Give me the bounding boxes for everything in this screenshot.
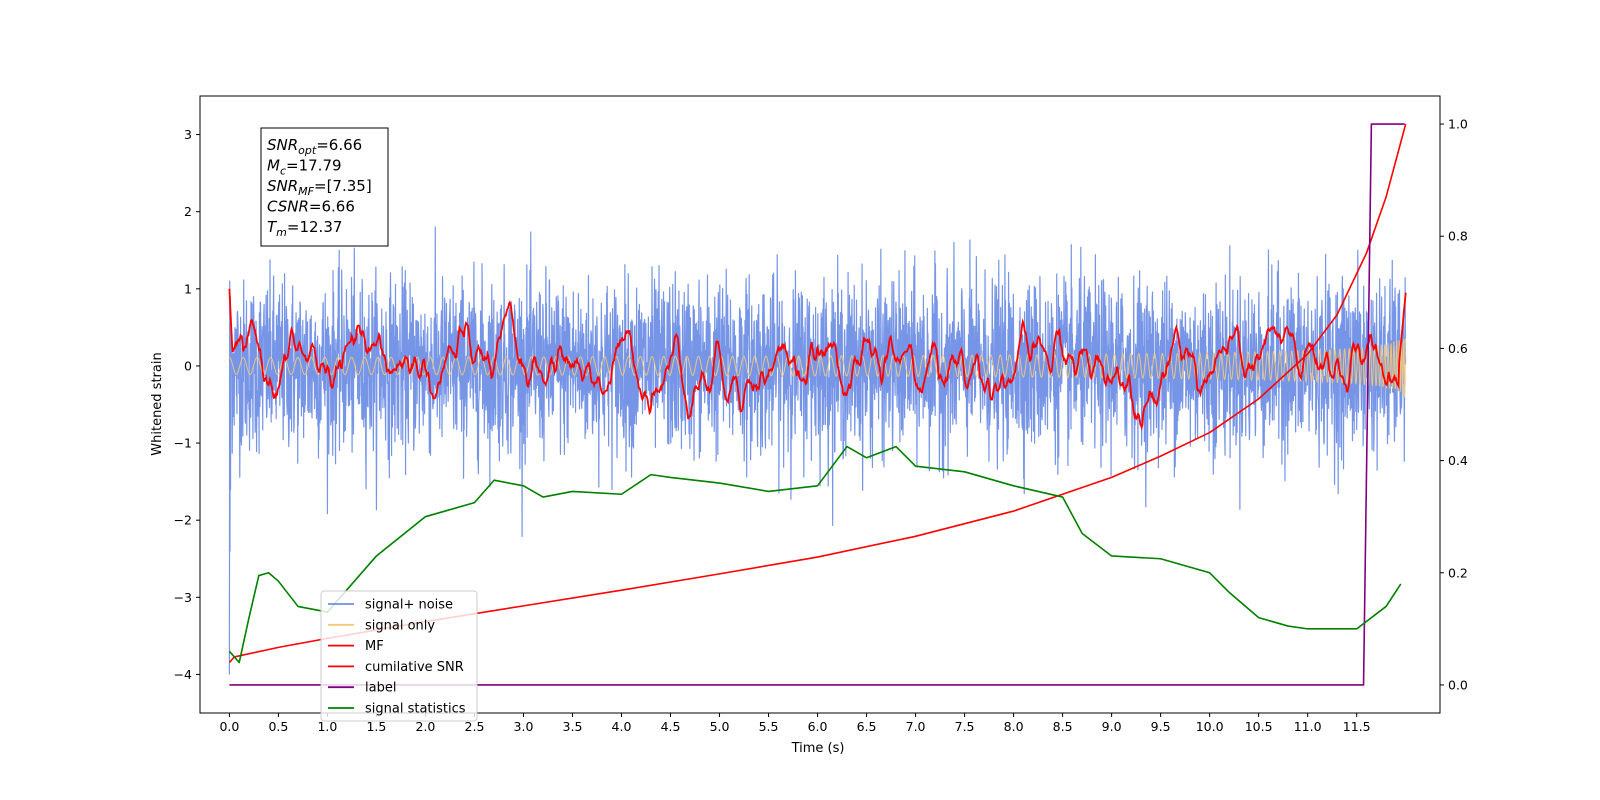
x-tick-label: 11.5 <box>1343 719 1371 734</box>
x-tick-label: 10.5 <box>1245 719 1273 734</box>
y-axis-label: Whitened strain <box>150 352 165 455</box>
x-tick-label: 3.0 <box>514 719 534 734</box>
x-tick-label: 0.5 <box>268 719 288 734</box>
y2-tick-label: 0.8 <box>1448 229 1468 244</box>
x-tick-label: 1.0 <box>317 719 337 734</box>
legend-label: signal statistics <box>365 702 466 717</box>
x-tick-label: 4.0 <box>612 719 632 734</box>
x-tick-label: 3.5 <box>563 719 583 734</box>
legend-label: signal+ noise <box>365 598 453 613</box>
x-tick-label: 8.5 <box>1053 719 1073 734</box>
y-tick-label: 3 <box>184 127 192 142</box>
x-tick-label: 11.0 <box>1294 719 1322 734</box>
legend-label: cumilative SNR <box>365 660 464 675</box>
legend: signal+ noise signal only MF cumilative SNR… <box>320 590 478 722</box>
series-mf-line <box>228 288 1407 431</box>
x-axis: 0.0 0.5 1.0 1.5 2.0 2.5 3.0 3.5 4.0 4.5 5.0 5.5 6.0 6… <box>219 713 1371 734</box>
x-tick-label: 10.0 <box>1196 719 1224 734</box>
x-tick-label: 6.5 <box>857 719 877 734</box>
y-tick-label: 1 <box>184 281 192 296</box>
y-axis-left: 3 2 1 0 −1 −2 −3 −4 <box>174 127 200 682</box>
x-tick-label: 9.5 <box>1151 719 1171 734</box>
y-tick-label: −3 <box>174 590 192 605</box>
y2-tick-label: 0.0 <box>1448 677 1468 692</box>
y2-tick-label: 0.4 <box>1448 453 1468 468</box>
x-tick-label: 7.5 <box>955 719 975 734</box>
x-tick-label: 6.0 <box>808 719 828 734</box>
x-tick-label: 1.5 <box>366 719 386 734</box>
x-tick-label: 5.0 <box>710 719 730 734</box>
x-tick-label: 0.0 <box>219 719 239 734</box>
legend-label: MF <box>365 639 384 654</box>
legend-frame <box>320 590 478 722</box>
x-tick-label: 5.5 <box>759 719 779 734</box>
y2-tick-label: 0.2 <box>1448 565 1468 580</box>
stats-annotation-box: SNRopt=6.66Mc=17.79SNRMF=[7.35]CSNR=6.66… <box>260 127 389 247</box>
x-tick-label: 7.0 <box>906 719 926 734</box>
annotation-line: SNRMF=[7.35] <box>267 177 372 198</box>
plot-frame <box>199 95 1441 714</box>
legend-label: signal only <box>365 618 435 633</box>
x-tick-label: 2.0 <box>416 719 436 734</box>
x-axis-label: Time (s) <box>791 741 845 756</box>
y-tick-label: 0 <box>184 358 192 373</box>
y-tick-label: −1 <box>174 436 192 451</box>
series-label-line <box>229 123 1405 686</box>
series-signal-noise-line <box>228 226 1407 675</box>
legend-label: label <box>365 681 396 696</box>
y-tick-label: −4 <box>174 667 192 682</box>
series-signal-statistics-line <box>228 445 1402 664</box>
y-axis-right: 1.0 0.8 0.6 0.4 0.2 0.0 <box>1440 117 1468 692</box>
annotation-line: SNRopt=6.66 <box>267 136 362 157</box>
annotation-line: CSNR=6.66 <box>267 198 355 216</box>
y2-tick-label: 1.0 <box>1448 117 1468 132</box>
y-tick-label: 2 <box>184 204 192 219</box>
annotation-line: Tm=12.37 <box>267 218 342 239</box>
x-tick-label: 9.0 <box>1102 719 1122 734</box>
annotation-frame <box>260 127 389 247</box>
y2-tick-label: 0.6 <box>1448 341 1468 356</box>
x-tick-label: 4.5 <box>661 719 681 734</box>
annotation-line: Mc=17.79 <box>267 157 342 178</box>
y-tick-label: −2 <box>174 513 192 528</box>
x-tick-label: 2.5 <box>465 719 485 734</box>
x-tick-label: 8.0 <box>1004 719 1024 734</box>
